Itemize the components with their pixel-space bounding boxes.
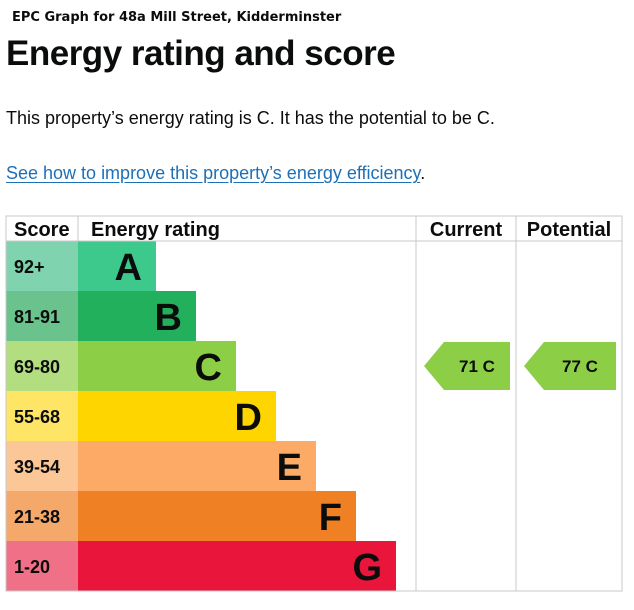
current-rating-arrow: [424, 342, 510, 390]
rating-letter-e: E: [277, 447, 302, 489]
rating-summary: This property’s energy rating is C. It h…: [6, 108, 495, 128]
score-cell-c: [6, 341, 78, 391]
header-current: Current: [430, 219, 503, 241]
rating-letter-b: B: [155, 297, 182, 339]
score-cell-f: [6, 491, 78, 541]
rating-letter-c: C: [195, 347, 222, 389]
score-label-f: 21-38: [14, 507, 60, 527]
current-rating-arrow-label: 71 C: [459, 357, 495, 376]
potential-rating-arrow-label: 77 C: [562, 357, 598, 376]
score-cell-e: [6, 441, 78, 491]
score-label-g: 1-20: [14, 557, 50, 577]
rating-bar-c: [78, 341, 236, 391]
score-label-a: 92+: [14, 257, 45, 277]
rating-bar-d: [78, 391, 276, 441]
rating-letter-g: G: [352, 547, 382, 589]
rating-bar-g: [78, 541, 396, 591]
page-title: Energy rating and score: [6, 34, 396, 73]
score-cell-a: [6, 241, 78, 291]
rating-bar-f: [78, 491, 356, 541]
improve-link-suffix: .: [420, 163, 426, 183]
improve-efficiency-line: See how to improve this property’s energ…: [6, 163, 425, 184]
potential-rating-arrow: [524, 342, 616, 390]
score-label-d: 55-68: [14, 407, 60, 427]
rating-letter-a: A: [115, 247, 142, 289]
score-label-b: 81-91: [14, 307, 60, 327]
improve-efficiency-link[interactable]: See how to improve this property’s energ…: [6, 163, 421, 183]
rating-bar-a: [78, 241, 156, 291]
score-label-c: 69-80: [14, 357, 60, 377]
rating-bar-b: [78, 291, 196, 341]
header-energy-rating: Energy rating: [91, 219, 220, 241]
rating-letter-d: D: [235, 397, 262, 439]
score-label-e: 39-54: [14, 457, 60, 477]
chart-caption: EPC Graph for 48a Mill Street, Kiddermin…: [12, 10, 342, 25]
header-potential: Potential: [527, 219, 611, 241]
score-cell-d: [6, 391, 78, 441]
rating-letter-f: F: [319, 497, 342, 539]
header-score: Score: [14, 219, 70, 241]
chart-border: [5, 215, 623, 592]
score-cell-b: [6, 291, 78, 341]
score-cell-g: [6, 541, 78, 591]
rating-bar-e: [78, 441, 316, 491]
